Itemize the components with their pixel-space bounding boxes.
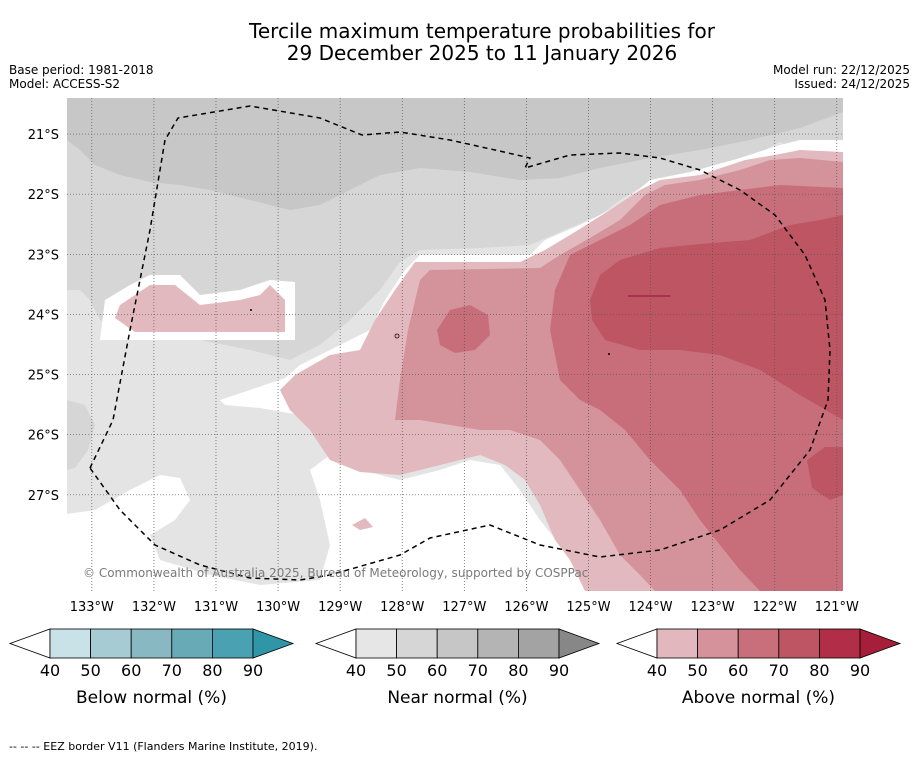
colorbar-tick-label: 60: [728, 661, 748, 680]
colorbar-segment: [355, 628, 397, 659]
lon-tick-label: 133°W: [70, 600, 114, 615]
colorbar-tick-label: 70: [769, 661, 789, 680]
map-svg: 21°S22°S23°S24°S25°S26°S27°S 133°W 132°W 1…: [8, 98, 902, 708]
above-normal-west-patch: [115, 285, 285, 332]
above-normal-60-70-blob: [437, 305, 490, 353]
copyright-credit: © Commonwealth of Australia 2025, Bureau…: [83, 566, 588, 580]
colorbar-1: 40 50 60 70 80 90 Near normal (%): [314, 628, 601, 708]
chart-title: Tercile maximum temperature probabilitie…: [0, 20, 919, 64]
colorbar-0: 40 50 60 70 80 90 Below normal (%): [8, 628, 295, 708]
lat-tick-label: 25°S: [28, 369, 59, 384]
colorbar-tick-label: 50: [80, 661, 100, 680]
title-line-1: Tercile maximum temperature probabilitie…: [249, 19, 715, 43]
lon-tick-label: 125°W: [566, 600, 610, 615]
near-normal-west-patch: [67, 400, 95, 470]
colorbar-extend-high: [252, 628, 295, 659]
colorbar-segment: [90, 628, 132, 659]
colorbar-segment: [436, 628, 479, 659]
above-normal-70-80-region: [590, 215, 843, 420]
colorbar-extend-high: [558, 628, 601, 659]
colorbar-tick-label: 90: [549, 661, 569, 680]
colorbar-title: Near normal (%): [387, 688, 527, 708]
eez-border: [89, 105, 831, 581]
longitude-labels: 133°W 132°W 131°W 130°W 129°W 128°W 127°W 126°W…: [70, 600, 859, 615]
colorbar-segment: [697, 628, 739, 659]
lon-tick-label: 123°W: [691, 600, 735, 615]
island-dot-1: [250, 309, 252, 311]
above-normal-small-blob: [352, 518, 373, 530]
colorbar-extend-low: [8, 628, 51, 659]
colorbar-tick-label: 70: [468, 661, 488, 680]
lon-tick-label: 122°W: [753, 600, 797, 615]
colorbar-segment: [819, 628, 861, 659]
lat-tick-label: 24°S: [28, 308, 59, 323]
latitude-labels: 21°S 22°S 23°S 24°S 25°S 26°S 27°S: [28, 128, 59, 504]
colorbar-segment: [211, 628, 254, 659]
title-line-2: 29 December 2025 to 11 January 2026: [286, 41, 678, 65]
colorbar-tick-label: 80: [809, 661, 829, 680]
colorbars: 40 50 60 70 80 90 Below normal (%) 40 50 60 70 80 90…: [8, 628, 902, 708]
colorbar-tick-label: 60: [427, 661, 447, 680]
model-run: Model run: 22/12/2025: [772, 63, 910, 77]
colorbar-segment: [778, 628, 820, 659]
colorbar-tick-label: 40: [346, 661, 366, 680]
lon-tick-label: 132°W: [132, 600, 176, 615]
colorbar-segment: [518, 628, 560, 659]
lat-tick-label: 27°S: [28, 489, 59, 504]
colorbar-title: Above normal (%): [682, 688, 835, 708]
colorbar-tick-label: 90: [243, 661, 263, 680]
colorbar-tick-label: 60: [121, 661, 141, 680]
colorbar-segment: [49, 628, 91, 659]
lon-tick-label: 131°W: [194, 600, 238, 615]
colorbar-extend-high: [859, 628, 902, 659]
lon-tick-label: 121°W: [815, 600, 859, 615]
colorbar-segment: [396, 628, 438, 659]
colorbar-extend-low: [615, 628, 658, 659]
map-plot-area: [67, 98, 843, 591]
lat-tick-label: 22°S: [28, 188, 59, 203]
colorbar-title: Below normal (%): [76, 688, 227, 708]
colorbar-tick-label: 80: [508, 661, 528, 680]
issued-date: Issued: 24/12/2025: [794, 77, 910, 91]
colorbar-tick-label: 50: [386, 661, 406, 680]
model-name: Model: ACCESS-S2: [9, 77, 121, 91]
colorbar-tick-label: 80: [202, 661, 222, 680]
colorbar-segment: [656, 628, 698, 659]
colorbar-tick-label: 40: [647, 661, 667, 680]
eez-footnote: -- -- -- EEZ border V11 (Flanders Marine…: [9, 740, 318, 753]
colorbar-segment: [477, 628, 519, 659]
lon-tick-label: 128°W: [380, 600, 424, 615]
colorbar-segment: [130, 628, 173, 659]
colorbar-segment: [737, 628, 780, 659]
lat-tick-label: 26°S: [28, 429, 59, 444]
gridlines: [67, 98, 843, 591]
island-dot-2: [394, 333, 400, 339]
colorbar-tick-label: 50: [687, 661, 707, 680]
base-period: Base period: 1981-2018: [9, 63, 154, 77]
meta-left: Base period: 1981-2018 Model: ACCESS-S2: [9, 63, 154, 91]
meta-right: Model run: 22/12/2025 Issued: 24/12/2025: [773, 63, 910, 91]
near-normal-60-70-region: [67, 98, 843, 210]
lat-tick-label: 21°S: [28, 128, 59, 143]
lon-tick-label: 127°W: [442, 600, 486, 615]
lon-tick-label: 130°W: [256, 600, 300, 615]
lat-tick-label: 23°S: [28, 248, 59, 263]
white-zone-south: [67, 455, 600, 591]
above-normal-70-80-blob-south: [807, 447, 843, 500]
colorbar-tick-label: 90: [850, 661, 870, 680]
colorbar-tick-label: 40: [40, 661, 60, 680]
colorbar-2: 40 50 60 70 80 90 Above normal (%): [615, 628, 902, 708]
colorbar-tick-label: 70: [162, 661, 182, 680]
colorbar-extend-low: [314, 628, 357, 659]
island-dot-3: [608, 353, 610, 355]
colorbar-segment: [171, 628, 213, 659]
lon-tick-label: 126°W: [504, 600, 548, 615]
lon-tick-label: 124°W: [628, 600, 672, 615]
lon-tick-label: 129°W: [318, 600, 362, 615]
